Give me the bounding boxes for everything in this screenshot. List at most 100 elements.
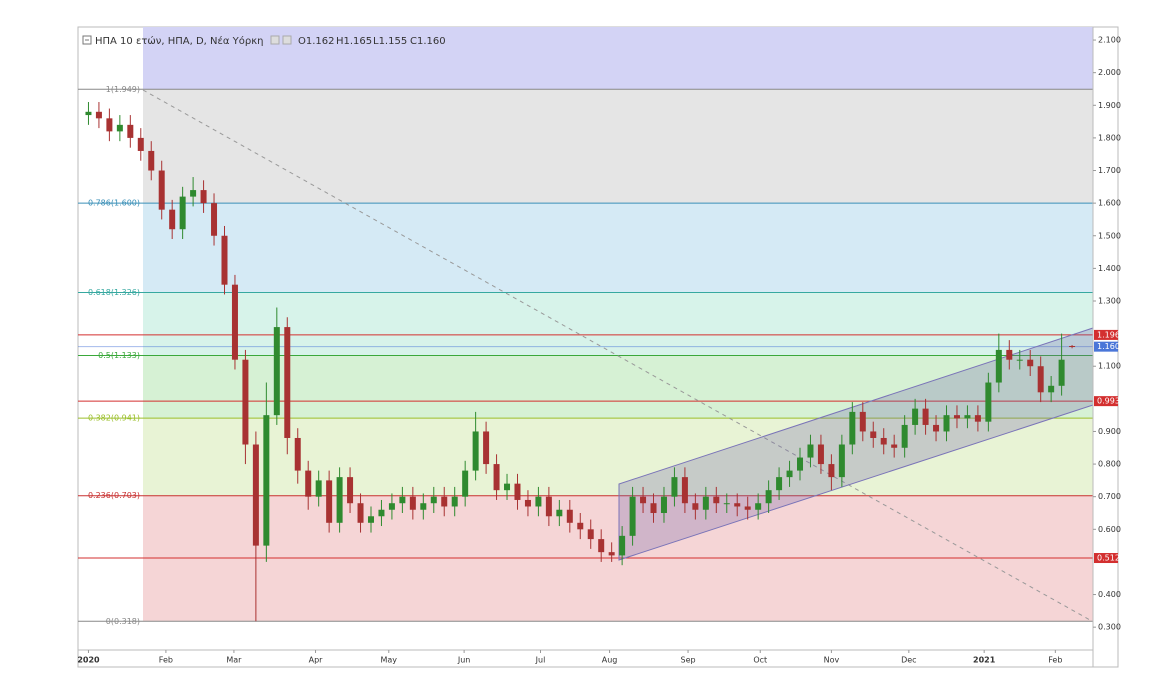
x-tick-label: 2021 bbox=[973, 656, 996, 665]
candle-body bbox=[378, 509, 385, 517]
candle-body bbox=[137, 137, 144, 151]
candle-body bbox=[106, 118, 113, 132]
collapse-icon[interactable] bbox=[82, 35, 92, 45]
axes: 1.196 0.993 0.512 1.160 2.100 2.000 1.900 1.800… bbox=[77, 36, 1121, 665]
candle-body bbox=[305, 470, 312, 497]
candle-body bbox=[441, 496, 448, 507]
candle-body bbox=[367, 516, 374, 523]
price-tag bbox=[1094, 553, 1118, 564]
y-tick-label: 0.600 bbox=[1098, 525, 1121, 534]
fib-label: 0.618(1.326) bbox=[88, 288, 140, 297]
candle-body bbox=[817, 444, 824, 465]
fib-band bbox=[143, 292, 1093, 356]
y-tick-label: 1.300 bbox=[1098, 296, 1121, 305]
candle-body bbox=[702, 496, 709, 510]
candle-body bbox=[221, 235, 228, 285]
candle-body bbox=[326, 480, 333, 523]
last-price-label: 1.160 bbox=[1097, 342, 1120, 351]
candle-body bbox=[535, 496, 542, 507]
candle-body bbox=[985, 382, 992, 422]
candle-body bbox=[315, 480, 322, 497]
candle-body bbox=[797, 457, 804, 471]
y-tick-label: 1.900 bbox=[1098, 101, 1121, 110]
candle-body bbox=[734, 503, 741, 507]
candle-body bbox=[608, 552, 615, 556]
candle-body bbox=[650, 503, 657, 514]
y-tick-label: 1.800 bbox=[1098, 133, 1121, 142]
candle-body bbox=[462, 470, 469, 497]
y-tick-label: 1.400 bbox=[1098, 264, 1121, 273]
y-tick-label: 0.800 bbox=[1098, 460, 1121, 469]
ohlc-low: L1.155 bbox=[373, 36, 407, 47]
y-tick-label: 1.500 bbox=[1098, 231, 1121, 240]
x-tick-label: Jul bbox=[535, 656, 546, 665]
candle-body bbox=[953, 415, 960, 419]
candles bbox=[85, 102, 1076, 622]
chart-title: ΗΠΑ 10 ετών, ΗΠΑ, D, Νέα Υόρκη bbox=[95, 35, 263, 47]
candle-body bbox=[755, 503, 762, 510]
candle-body bbox=[744, 506, 751, 510]
last-price-tag bbox=[1094, 341, 1118, 352]
icon[interactable] bbox=[282, 35, 292, 45]
candle-body bbox=[880, 437, 887, 445]
y-tick-label: 1.700 bbox=[1098, 166, 1121, 175]
price-tag-label: 0.993 bbox=[1097, 397, 1120, 406]
candle-body bbox=[1048, 385, 1055, 393]
icon[interactable] bbox=[270, 35, 280, 45]
x-tick-label: Sep bbox=[681, 656, 696, 665]
candle-body bbox=[127, 124, 134, 138]
y-tick-label: 0.900 bbox=[1098, 427, 1121, 436]
candle-body bbox=[587, 529, 594, 540]
fib-label: 0(0.318) bbox=[106, 617, 140, 626]
trend-line bbox=[142, 89, 1091, 621]
price-tag bbox=[1094, 396, 1118, 407]
price-tag-label: 1.196 bbox=[1097, 330, 1120, 339]
candle-body bbox=[964, 415, 971, 419]
x-tick-label: 2020 bbox=[77, 656, 100, 665]
fib-label: 0.5(1.133) bbox=[98, 351, 140, 360]
candle-body bbox=[85, 111, 92, 116]
levels: 1(1.949) 0.786(1.600) 0.618(1.326) 0.5(1.13… bbox=[78, 85, 1093, 626]
candle-body bbox=[242, 359, 249, 445]
candle-body bbox=[671, 477, 678, 497]
candle-body bbox=[158, 170, 165, 210]
candle-body bbox=[347, 477, 354, 504]
candle-body bbox=[713, 496, 720, 504]
candle-body bbox=[524, 499, 531, 507]
x-tick-label: Nov bbox=[824, 656, 840, 665]
candle-body bbox=[190, 190, 197, 197]
candle-body bbox=[629, 496, 636, 536]
candle-body bbox=[1058, 359, 1065, 386]
candle-body bbox=[483, 431, 490, 465]
candle-body bbox=[849, 411, 856, 445]
candle-body bbox=[776, 477, 783, 491]
candle-body bbox=[912, 408, 919, 425]
candle-body bbox=[231, 284, 238, 360]
candle-body bbox=[1037, 366, 1044, 393]
candle-body bbox=[995, 349, 1002, 383]
candle-body bbox=[451, 496, 458, 507]
y-tick-label: 1.100 bbox=[1098, 362, 1121, 371]
fib-band bbox=[143, 89, 1093, 204]
candle-body bbox=[692, 503, 699, 510]
candle-body bbox=[169, 209, 176, 230]
candle-body bbox=[870, 431, 877, 438]
x-tick-label: Mar bbox=[226, 656, 242, 665]
candle-body bbox=[263, 415, 270, 546]
candle-body bbox=[409, 496, 416, 510]
fib-label: 0.382(0.941) bbox=[88, 414, 140, 423]
x-tick-label: Jun bbox=[457, 656, 471, 665]
candle-body bbox=[1006, 349, 1013, 360]
fib-band bbox=[143, 203, 1093, 293]
candle-body bbox=[901, 424, 908, 448]
x-tick-label: Feb bbox=[1048, 656, 1062, 665]
candle-body bbox=[681, 477, 688, 504]
candle-body bbox=[273, 327, 280, 416]
candle-body bbox=[1027, 359, 1034, 367]
candle-body bbox=[619, 535, 626, 556]
price-tag-label: 0.512 bbox=[1097, 554, 1120, 563]
price-tag bbox=[1094, 329, 1118, 340]
candle-body bbox=[388, 503, 395, 510]
candle-body bbox=[723, 503, 730, 505]
